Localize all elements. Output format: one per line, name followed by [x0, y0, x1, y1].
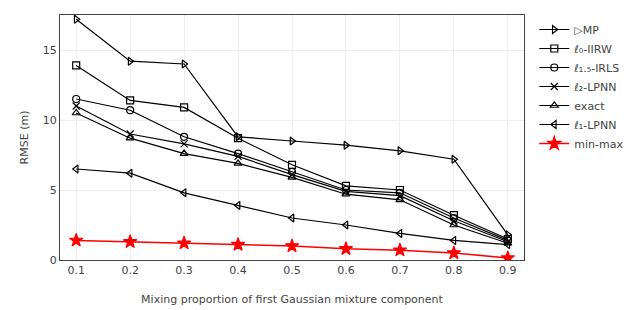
svg-text:min-max: min-max	[574, 138, 623, 151]
svg-text:exact: exact	[574, 100, 605, 113]
svg-text:0.5: 0.5	[283, 264, 301, 277]
svg-text:ℓ₁.₅-IRLS: ℓ₁.₅-IRLS	[573, 62, 619, 75]
svg-text:0.3: 0.3	[175, 264, 193, 277]
svg-text:0.4: 0.4	[229, 264, 247, 277]
svg-text:RMSE (m): RMSE (m)	[18, 111, 31, 165]
svg-text:▷MP: ▷MP	[574, 24, 599, 37]
svg-text:ℓ₀-IIRW: ℓ₀-IIRW	[573, 43, 612, 56]
svg-text:0: 0	[50, 254, 57, 267]
svg-text:0.7: 0.7	[391, 264, 409, 277]
svg-text:ℓ₁-LPNN: ℓ₁-LPNN	[573, 119, 616, 132]
svg-text:5: 5	[50, 184, 57, 197]
svg-text:0.9: 0.9	[499, 264, 517, 277]
svg-text:15: 15	[43, 44, 57, 57]
svg-text:0.2: 0.2	[121, 264, 139, 277]
svg-text:ℓ₂-LPNN: ℓ₂-LPNN	[573, 81, 616, 94]
svg-text:Mixing proportion of first Gau: Mixing proportion of first Gaussian mixt…	[141, 293, 443, 306]
svg-text:0.8: 0.8	[445, 264, 463, 277]
svg-text:0.1: 0.1	[67, 264, 85, 277]
svg-text:0.6: 0.6	[337, 264, 355, 277]
svg-text:10: 10	[43, 114, 57, 127]
